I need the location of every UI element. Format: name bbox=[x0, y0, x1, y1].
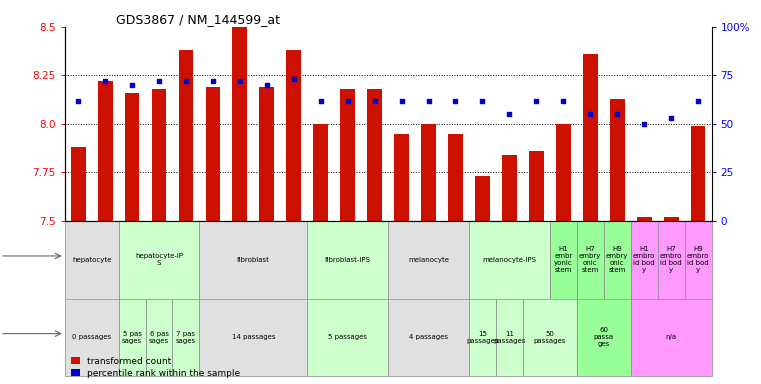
Bar bbox=[637, 217, 651, 221]
Bar bbox=[71, 147, 85, 221]
Bar bbox=[119, 221, 199, 299]
Bar bbox=[631, 221, 658, 299]
Bar bbox=[205, 87, 221, 221]
Point bbox=[288, 76, 300, 83]
Text: 11
passages: 11 passages bbox=[493, 331, 526, 344]
Bar bbox=[603, 221, 631, 299]
Bar bbox=[179, 50, 193, 221]
Point bbox=[503, 111, 515, 118]
Bar bbox=[65, 299, 119, 376]
Text: H9
embry
onic
stem: H9 embry onic stem bbox=[606, 247, 629, 273]
Text: GDS3867 / NM_144599_at: GDS3867 / NM_144599_at bbox=[116, 13, 281, 26]
Bar bbox=[610, 99, 625, 221]
Bar bbox=[65, 221, 119, 299]
Bar bbox=[577, 299, 631, 376]
Text: fibroblast: fibroblast bbox=[237, 257, 270, 263]
Bar bbox=[119, 299, 145, 376]
Bar bbox=[97, 81, 113, 221]
Text: H1
embro
id bod
y: H1 embro id bod y bbox=[633, 247, 655, 273]
Bar bbox=[199, 221, 307, 299]
Bar bbox=[151, 89, 167, 221]
Text: fibroblast-IPS: fibroblast-IPS bbox=[325, 257, 371, 263]
Text: 5 passages: 5 passages bbox=[328, 334, 367, 341]
Point bbox=[261, 82, 273, 88]
Bar bbox=[658, 221, 685, 299]
Bar bbox=[496, 299, 523, 376]
Point bbox=[422, 98, 435, 104]
Point bbox=[450, 98, 462, 104]
Bar bbox=[307, 221, 388, 299]
Point bbox=[584, 111, 597, 118]
Bar bbox=[685, 221, 712, 299]
Bar bbox=[388, 299, 469, 376]
Text: 7 pas
sages: 7 pas sages bbox=[176, 331, 196, 344]
Point bbox=[234, 78, 246, 84]
Bar bbox=[260, 87, 274, 221]
Point bbox=[72, 98, 84, 104]
Text: 5 pas
sages: 5 pas sages bbox=[122, 331, 142, 344]
Bar bbox=[314, 124, 328, 221]
Bar bbox=[502, 155, 517, 221]
Bar bbox=[448, 134, 463, 221]
Point bbox=[530, 98, 543, 104]
Text: hepatocyte-iP
S: hepatocyte-iP S bbox=[135, 253, 183, 266]
Point bbox=[396, 98, 408, 104]
Text: H9
embro
id bod
y: H9 embro id bod y bbox=[687, 247, 709, 273]
Text: H1
embr
yonic
stem: H1 embr yonic stem bbox=[554, 247, 573, 273]
Point bbox=[692, 98, 704, 104]
Bar bbox=[368, 89, 382, 221]
Text: 4 passages: 4 passages bbox=[409, 334, 448, 341]
Point bbox=[476, 98, 489, 104]
Text: 50
passages: 50 passages bbox=[533, 331, 566, 344]
Bar bbox=[556, 124, 571, 221]
Text: 14 passages: 14 passages bbox=[231, 334, 275, 341]
Text: hepatocyte: hepatocyte bbox=[72, 257, 111, 263]
Bar bbox=[469, 299, 496, 376]
Bar bbox=[529, 151, 544, 221]
Bar bbox=[340, 89, 355, 221]
Bar bbox=[475, 176, 490, 221]
Bar bbox=[307, 299, 388, 376]
Bar bbox=[286, 50, 301, 221]
Bar bbox=[199, 299, 307, 376]
Point bbox=[207, 78, 219, 84]
Point bbox=[368, 98, 380, 104]
Point bbox=[180, 78, 192, 84]
Point bbox=[153, 78, 165, 84]
Point bbox=[126, 82, 139, 88]
Bar bbox=[583, 54, 597, 221]
Text: melanocyte: melanocyte bbox=[408, 257, 449, 263]
Point bbox=[611, 111, 623, 118]
Point bbox=[557, 98, 569, 104]
Bar bbox=[469, 221, 550, 299]
Bar bbox=[173, 299, 199, 376]
Point bbox=[314, 98, 326, 104]
Bar bbox=[664, 217, 679, 221]
Bar bbox=[631, 299, 712, 376]
Bar bbox=[145, 299, 173, 376]
Text: 60
passa
ges: 60 passa ges bbox=[594, 328, 614, 348]
Bar bbox=[388, 221, 469, 299]
Bar bbox=[421, 124, 436, 221]
Text: 0 passages: 0 passages bbox=[72, 334, 111, 341]
Bar bbox=[577, 221, 603, 299]
Legend: transformed count, percentile rank within the sample: transformed count, percentile rank withi… bbox=[69, 355, 242, 379]
Text: 15
passages: 15 passages bbox=[466, 331, 498, 344]
Bar bbox=[394, 134, 409, 221]
Text: H7
embro
id bod
y: H7 embro id bod y bbox=[660, 247, 683, 273]
Point bbox=[638, 121, 650, 127]
Bar bbox=[550, 221, 577, 299]
Bar bbox=[125, 93, 139, 221]
Point bbox=[342, 98, 354, 104]
Text: n/a: n/a bbox=[666, 334, 677, 341]
Bar bbox=[691, 126, 705, 221]
Text: 6 pas
sages: 6 pas sages bbox=[149, 331, 169, 344]
Text: melanocyte-IPS: melanocyte-IPS bbox=[482, 257, 537, 263]
Text: H7
embry
onic
stem: H7 embry onic stem bbox=[579, 247, 601, 273]
Bar bbox=[232, 27, 247, 221]
Point bbox=[99, 78, 111, 84]
Point bbox=[665, 115, 677, 121]
Bar bbox=[523, 299, 577, 376]
